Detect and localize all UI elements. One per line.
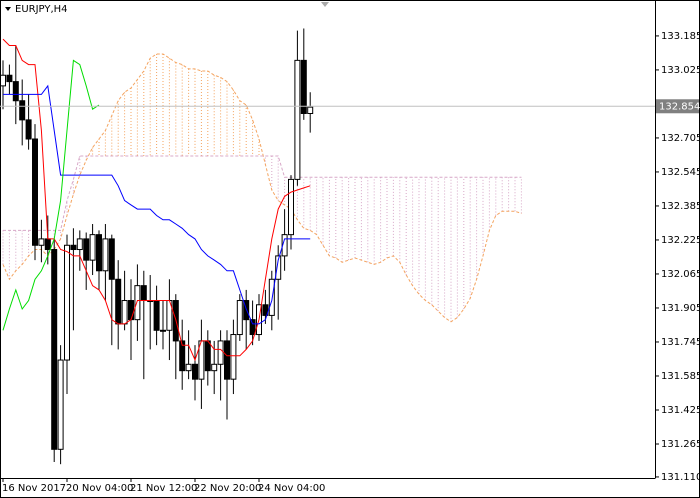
candle-body: [134, 285, 141, 321]
y-tick-label: 131.745: [661, 337, 700, 348]
candle-body: [57, 359, 64, 450]
indicator-line: [2, 59, 100, 331]
y-tick-label: 131.265: [661, 439, 700, 450]
candle-body: [121, 300, 128, 325]
candle-body: [230, 334, 237, 380]
y-tick-label: 132.065: [661, 269, 700, 280]
candle-body: [224, 340, 230, 380]
candle-body: [217, 340, 224, 365]
candle-body: [192, 363, 198, 380]
candle-body: [6, 74, 13, 83]
candle-body: [153, 300, 160, 331]
plot: [0, 28, 522, 465]
candle-body: [19, 100, 26, 121]
candle-body: [76, 238, 83, 251]
y-tick-label: 132.545: [661, 167, 700, 178]
candle-body: [70, 244, 77, 251]
last-price-box: [656, 99, 699, 114]
candle-body: [96, 234, 102, 272]
indicator-line: [3, 84, 311, 325]
x-tick-label: 24 Nov 04:00: [258, 483, 325, 494]
candle-body: [160, 329, 166, 332]
candle-body: [275, 255, 282, 280]
candle-body: [236, 300, 243, 336]
y-tick-label: 132.225: [661, 235, 700, 246]
candle-body: [128, 300, 134, 321]
candle-body: [12, 81, 19, 102]
candle-body: [102, 238, 109, 272]
indicator-line: [2, 53, 522, 323]
y-tick-label: 133.025: [661, 65, 700, 76]
candle-body: [83, 238, 90, 261]
chart-title: EURJPY,H4: [15, 4, 68, 15]
candle-body: [89, 234, 96, 261]
candle-body: [185, 363, 192, 372]
candle-body: [211, 363, 218, 372]
candle-body: [25, 119, 32, 140]
candle-body: [44, 238, 51, 251]
candle-body: [294, 59, 301, 180]
candle-body: [140, 285, 147, 302]
x-tick-label: 22 Nov 20:00: [194, 483, 261, 494]
y-tick-label: 131.110: [661, 472, 700, 483]
candle-body: [307, 106, 314, 114]
candle-body: [51, 249, 58, 450]
candle-body: [249, 319, 256, 336]
candle-body: [38, 238, 45, 246]
y-tick-label: 132.385: [661, 201, 700, 212]
candle-body: [288, 178, 294, 236]
candle-body: [300, 59, 307, 114]
candle-body: [0, 74, 6, 87]
y-tick-label: 131.905: [661, 303, 700, 314]
indicator-line: [3, 155, 522, 231]
x-tick-label: 16 Nov 2017: [2, 483, 66, 494]
candle-body: [281, 234, 288, 257]
candle-body: [204, 340, 211, 372]
shift-marker: [321, 2, 329, 7]
candle-body: [64, 244, 70, 361]
last-price-label: 132.854: [659, 101, 700, 112]
x-tick-label: 21 Nov 12:00: [130, 483, 197, 494]
y-tick-label: 131.425: [661, 405, 700, 416]
candle-body: [262, 304, 269, 316]
y-tick-label: 131.585: [661, 371, 700, 382]
y-tick-label: 132.705: [661, 133, 700, 144]
candle-body: [32, 138, 38, 246]
candle-body: [179, 340, 186, 372]
symbol-menu-arrow[interactable]: [5, 7, 11, 11]
candle-body: [108, 238, 115, 280]
x-tick-label: 20 Nov 04:00: [66, 483, 133, 494]
candle-body: [115, 278, 122, 325]
y-tick-label: 133.185: [661, 31, 700, 42]
